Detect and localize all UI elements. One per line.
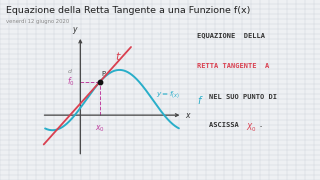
Text: EQUAZIONE  DELLA: EQUAZIONE DELLA [197,32,265,38]
Text: y: y [72,25,77,34]
Text: $x_0$: $x_0$ [95,124,105,134]
Text: $y = \mathit{f}_{(x)}$: $y = \mathit{f}_{(x)}$ [156,89,181,100]
Text: NEL SUO PUNTO DI: NEL SUO PUNTO DI [209,94,277,100]
Text: d: d [68,69,72,74]
Text: venerdì 12 giugno 2020: venerdì 12 giugno 2020 [6,19,69,24]
Text: RETTA TANGENTE  A: RETTA TANGENTE A [197,63,269,69]
Text: Equazione della Retta Tangente a una Funzione f(x): Equazione della Retta Tangente a una Fun… [6,6,250,15]
Text: ASCISSA: ASCISSA [209,122,243,128]
Text: $t$: $t$ [115,50,122,62]
Text: $X_0$: $X_0$ [246,122,256,134]
Text: x: x [186,111,190,120]
Text: P: P [101,71,105,77]
Text: .: . [259,122,263,128]
Text: $\mathit{f}$: $\mathit{f}$ [197,94,204,106]
Text: $f_0$: $f_0$ [68,75,75,88]
